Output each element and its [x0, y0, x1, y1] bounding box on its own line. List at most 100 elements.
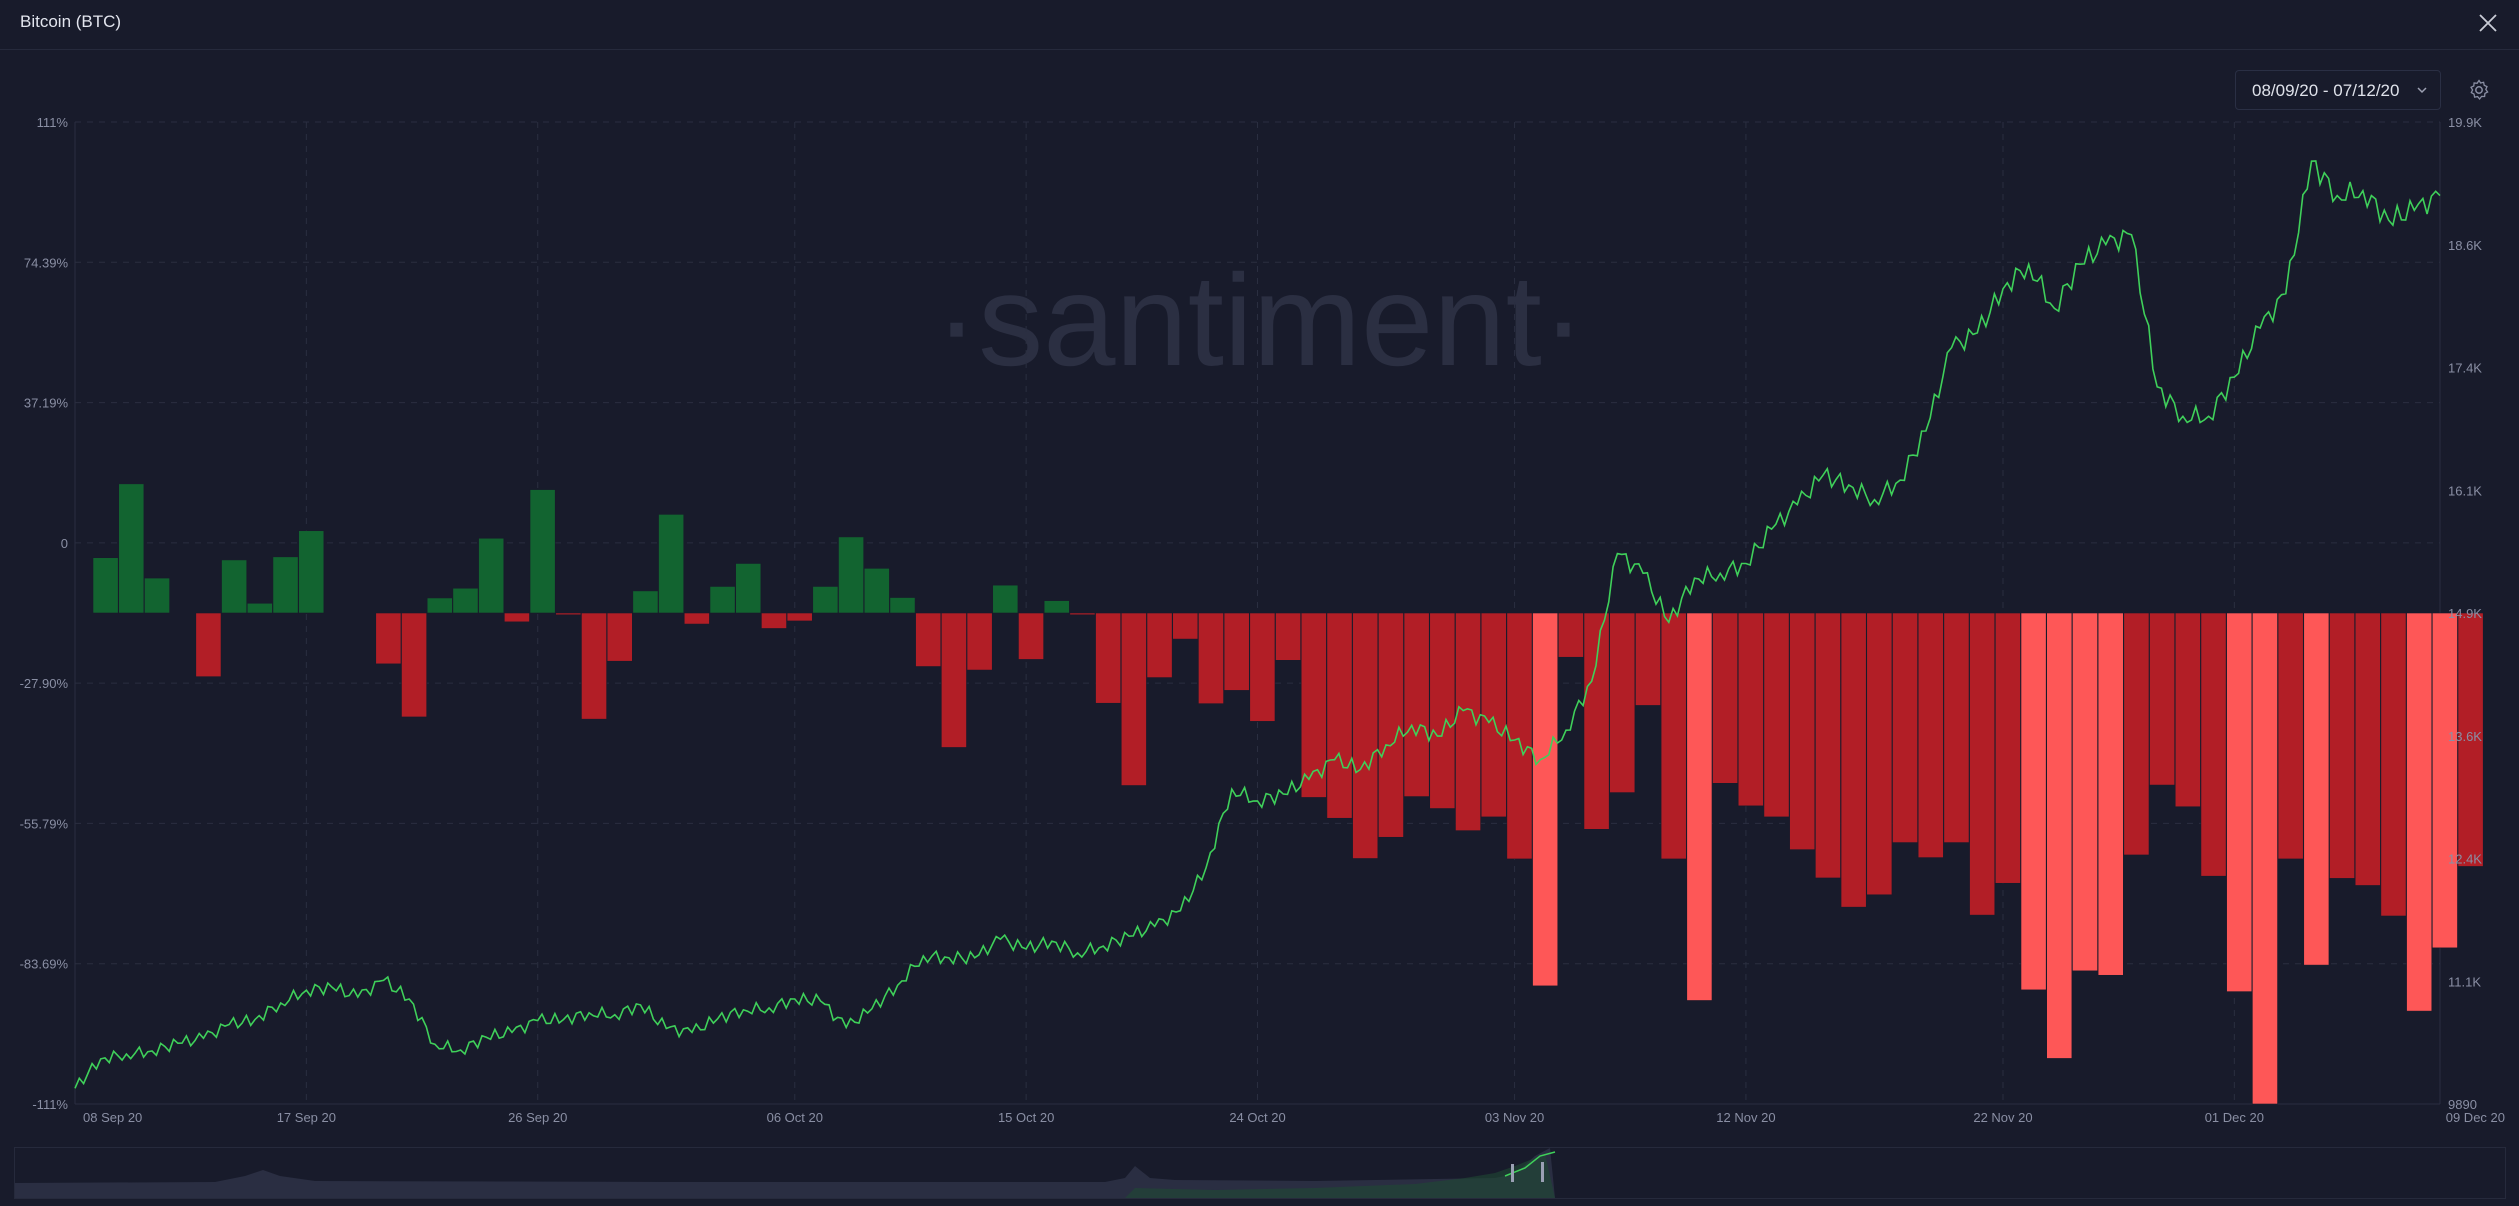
right-tick-label: 18.6K [2448, 238, 2482, 253]
bar [1763, 612, 1790, 818]
x-axis: 08 Sep 20 17 Sep 20 26 Sep 20 06 Oct 20 15 O… [83, 1110, 2505, 1125]
x-tick-label: 12 Nov 20 [1716, 1110, 1775, 1125]
left-tick-label: 37.19% [24, 396, 69, 411]
window-title: Bitcoin (BTC) [20, 12, 122, 31]
gear-icon[interactable] [2467, 78, 2491, 102]
bar [1712, 612, 1739, 784]
bar [2406, 612, 2433, 1012]
bar [298, 530, 325, 614]
bar [1146, 612, 1173, 678]
bar [2277, 612, 2304, 860]
right-tick-label: 12.4K [2448, 852, 2482, 867]
x-tick-label: 08 Sep 20 [83, 1110, 142, 1125]
bar-series [92, 483, 2484, 1105]
bar [2252, 612, 2278, 1105]
left-tick-label: -83.69% [20, 957, 69, 972]
bar [1609, 612, 1636, 793]
bar [2097, 612, 2124, 976]
bar [2149, 612, 2176, 786]
bar [2200, 612, 2227, 877]
bar [1840, 612, 1867, 908]
bar [1300, 612, 1327, 798]
bar [1275, 612, 1301, 661]
bar [2380, 612, 2407, 917]
bar [2072, 612, 2098, 972]
left-axis: 111% 74.39% 37.19% 0 -27.90% -55.79% -83.69% -1… [20, 115, 69, 1112]
x-tick-label: 01 Dec 20 [2205, 1110, 2264, 1125]
bar [221, 559, 248, 614]
left-tick-label: 74.39% [24, 255, 69, 270]
bar [375, 612, 402, 665]
price-line [74, 160, 2441, 1089]
right-tick-label: 19.9K [2448, 115, 2482, 130]
bar [992, 584, 1019, 614]
left-tick-label: 0 [61, 536, 68, 551]
bar [92, 557, 119, 614]
bar [1403, 612, 1430, 797]
x-tick-label: 06 Oct 20 [767, 1110, 823, 1125]
bar [1172, 612, 1199, 640]
bar [1069, 612, 1096, 616]
x-tick-label: 17 Sep 20 [277, 1110, 336, 1125]
bar [1249, 612, 1276, 722]
bar [426, 597, 453, 614]
bar [2174, 612, 2201, 808]
bar [555, 612, 582, 616]
x-tick-label: 22 Nov 20 [1973, 1110, 2032, 1125]
bar [246, 602, 273, 614]
left-tick-label: -27.90% [20, 676, 69, 691]
bar [1095, 612, 1122, 704]
bar [144, 577, 170, 614]
bar [2457, 612, 2484, 867]
bar [735, 563, 762, 614]
bar [1198, 612, 1224, 704]
bar [1378, 612, 1404, 838]
bar [1686, 612, 1713, 1001]
bar [863, 568, 890, 614]
bar [2354, 612, 2381, 886]
bar [1120, 612, 1147, 786]
bar [1789, 612, 1816, 850]
bar [1892, 612, 1918, 843]
bar [1660, 612, 1687, 860]
watermark: ·santiment· [935, 247, 1585, 393]
bar [606, 612, 633, 662]
right-tick-label: 11.1K [2448, 974, 2481, 989]
left-tick-label: -111% [32, 1097, 68, 1112]
bar [1429, 612, 1456, 809]
bar [761, 612, 787, 629]
x-tick-label: 15 Oct 20 [998, 1110, 1054, 1125]
bar [2329, 612, 2355, 879]
right-tick-label: 14.9K [2448, 606, 2482, 621]
close-icon[interactable] [2475, 10, 2501, 36]
navigator-minimap [15, 1148, 1556, 1198]
date-range-label: 08/09/20 - 07/12/20 [2252, 81, 2400, 100]
right-tick-label: 17.4K [2448, 361, 2482, 376]
window-header: Bitcoin (BTC) [0, 0, 2519, 50]
bar [2226, 612, 2253, 992]
bar [838, 536, 864, 614]
bar [1737, 612, 1764, 807]
bar [1018, 612, 1044, 660]
left-tick-label: 111% [37, 115, 69, 130]
bar [941, 612, 967, 748]
bar [529, 489, 556, 614]
bar [812, 586, 839, 614]
x-tick-label: 24 Oct 20 [1229, 1110, 1285, 1125]
time-navigator[interactable] [14, 1147, 2506, 1199]
right-tick-label: 13.6K [2448, 729, 2482, 744]
bar [889, 597, 916, 614]
bar [401, 612, 427, 718]
chevron-down-icon [2417, 87, 2427, 94]
bar [272, 556, 299, 614]
bar [1223, 612, 1250, 691]
date-range-button[interactable]: 08/09/20 - 07/12/20 [2235, 70, 2441, 110]
bar [195, 612, 222, 677]
bar [658, 514, 685, 614]
bar [452, 587, 479, 614]
right-tick-label: 16.1K [2448, 483, 2482, 498]
right-axis: 19.9K 18.6K 17.4K 16.1K 14.9K 13.6K 12.4K 11.1K… [2448, 115, 2482, 1112]
x-tick-label: 03 Nov 20 [1485, 1110, 1544, 1125]
bar [1043, 600, 1070, 614]
